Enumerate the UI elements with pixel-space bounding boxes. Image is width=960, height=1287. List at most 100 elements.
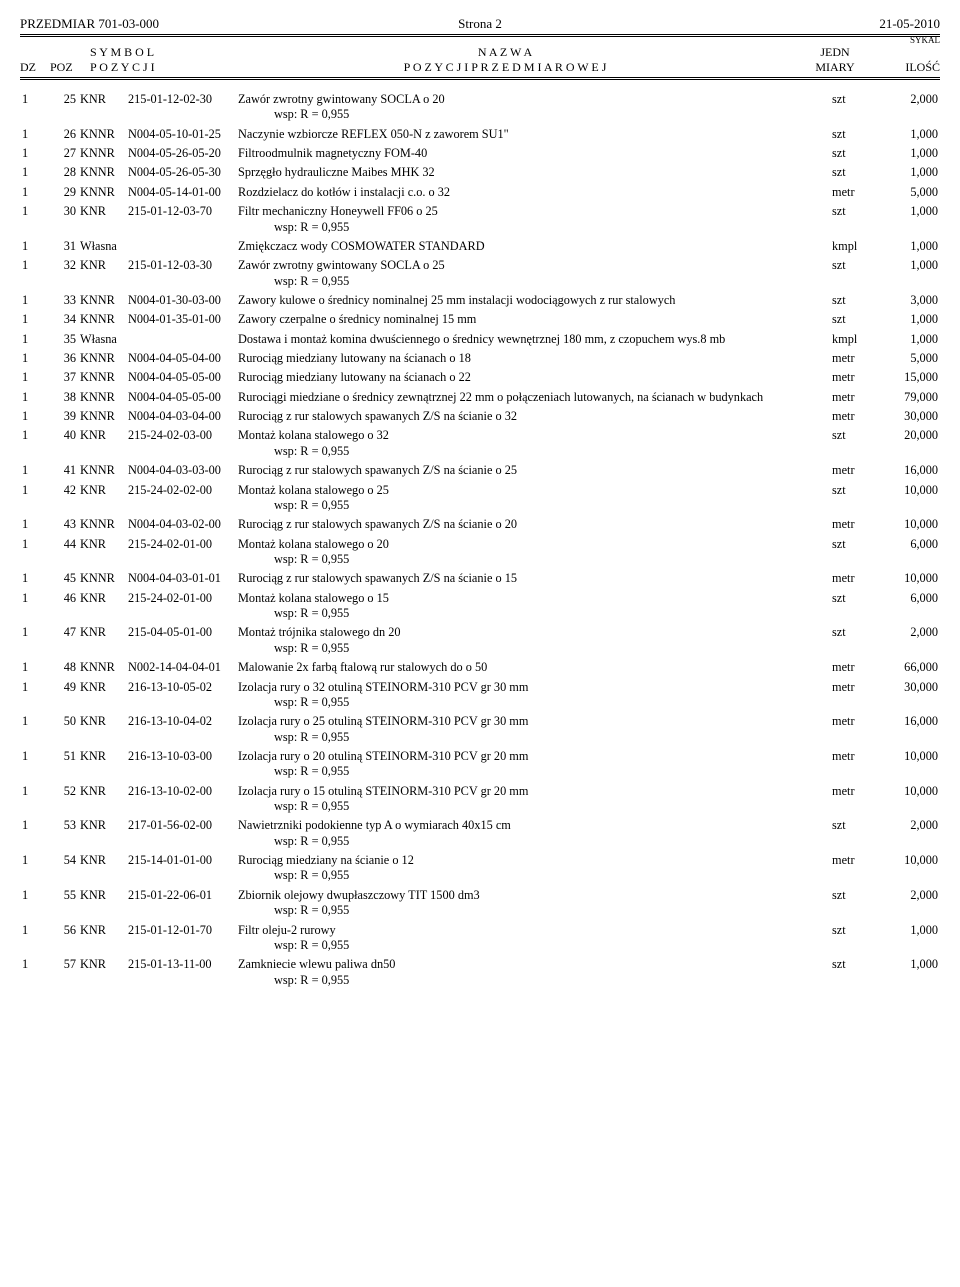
desc-text: Naczynie wzbiorcze REFLEX 050-N z zawore… (238, 127, 509, 141)
cell-symbol: 216-13-10-04-02 (126, 710, 236, 745)
wsp-line: wsp: R = 0,955 (238, 498, 828, 513)
desc-text: Izolacja rury o 32 otuliną STEINORM-310 … (238, 680, 528, 694)
cell-description: Zamkniecie wlewu paliwa dn50wsp: R = 0,9… (236, 953, 830, 988)
cell-dz: 1 (20, 459, 42, 478)
cell-source: KNNR (78, 513, 126, 532)
cell-unit: szt (830, 587, 876, 622)
colhdr-nazwa-1: N A Z W A (210, 45, 800, 60)
cell-source: KNR (78, 424, 126, 459)
cell-quantity: 6,000 (876, 587, 940, 622)
cell-unit: metr (830, 366, 876, 385)
cell-dz: 1 (20, 366, 42, 385)
cell-poz: 34 (42, 308, 78, 327)
cell-dz: 1 (20, 289, 42, 308)
cell-symbol: 217-01-56-02-00 (126, 814, 236, 849)
header-left: PRZEDMIAR 701-03-000 (20, 16, 327, 32)
cell-poz: 33 (42, 289, 78, 308)
cell-description: Filtr oleju-2 rurowywsp: R = 0,955 (236, 919, 830, 954)
wsp-line: wsp: R = 0,955 (238, 834, 828, 849)
cell-source: Własna (78, 235, 126, 254)
cell-source: KNR (78, 621, 126, 656)
cell-symbol: 215-01-12-01-70 (126, 919, 236, 954)
cell-poz: 52 (42, 780, 78, 815)
colhdr-sym-1: S Y M B O L (90, 45, 210, 60)
table-row: 145KNNRN004-04-03-01-01Rurociąg z rur st… (20, 567, 940, 586)
cell-description: Filtr mechaniczny Honeywell FF06 o 25wsp… (236, 200, 830, 235)
cell-source: KNR (78, 780, 126, 815)
cell-dz: 1 (20, 621, 42, 656)
cell-poz: 49 (42, 676, 78, 711)
cell-description: Nawietrzniki podokienne typ A o wymiarac… (236, 814, 830, 849)
cell-source: KNNR (78, 347, 126, 366)
desc-text: Rurociąg miedziany na ścianie o 12 (238, 853, 414, 867)
cell-symbol: N004-05-10-01-25 (126, 123, 236, 142)
wsp-line: wsp: R = 0,955 (238, 274, 828, 289)
cell-symbol: 215-04-05-01-00 (126, 621, 236, 656)
cell-quantity: 30,000 (876, 676, 940, 711)
cell-poz: 45 (42, 567, 78, 586)
cell-poz: 28 (42, 161, 78, 180)
cell-poz: 27 (42, 142, 78, 161)
table-row: 152KNR216-13-10-02-00Izolacja rury o 15 … (20, 780, 940, 815)
cell-poz: 57 (42, 953, 78, 988)
cell-unit: kmpl (830, 235, 876, 254)
desc-text: Sprzęgło hydrauliczne Maibes MHK 32 (238, 165, 435, 179)
cell-unit: metr (830, 676, 876, 711)
cell-quantity: 66,000 (876, 656, 940, 675)
cell-description: Rurociąg miedziany lutowany na ścianach … (236, 366, 830, 385)
cell-dz: 1 (20, 181, 42, 200)
cell-poz: 54 (42, 849, 78, 884)
cell-unit: metr (830, 745, 876, 780)
cell-dz: 1 (20, 328, 42, 347)
cell-quantity: 2,000 (876, 88, 940, 123)
cell-source: KNNR (78, 181, 126, 200)
cell-description: Rurociągi miedziane o średnicy zewnątrzn… (236, 386, 830, 405)
column-header-row2: DZ POZ P O Z Y C J I P O Z Y C J I P R Z… (20, 60, 940, 75)
desc-text: Rurociąg z rur stalowych spawanych Z/S n… (238, 571, 517, 585)
wsp-line: wsp: R = 0,955 (238, 107, 828, 122)
table-row: 140KNR215-24-02-03-00Montaż kolana stalo… (20, 424, 940, 459)
cell-symbol: N004-01-30-03-00 (126, 289, 236, 308)
cell-quantity: 1,000 (876, 235, 940, 254)
cell-source: KNR (78, 200, 126, 235)
cell-description: Izolacja rury o 25 otuliną STEINORM-310 … (236, 710, 830, 745)
desc-text: Montaż kolana stalowego o 32 (238, 428, 389, 442)
cell-symbol: N004-01-35-01-00 (126, 308, 236, 327)
desc-text: Rurociąg z rur stalowych spawanych Z/S n… (238, 517, 517, 531)
cell-description: Zawór zwrotny gwintowany SOCLA o 25wsp: … (236, 254, 830, 289)
cell-dz: 1 (20, 780, 42, 815)
cell-source: KNNR (78, 386, 126, 405)
cell-dz: 1 (20, 919, 42, 954)
cell-symbol: N004-04-03-04-00 (126, 405, 236, 424)
cell-poz: 25 (42, 88, 78, 123)
cell-poz: 37 (42, 366, 78, 385)
colhdr-ilosc-2: ILOŚĆ (870, 60, 940, 75)
cell-quantity: 79,000 (876, 386, 940, 405)
column-header-row1: S Y M B O L N A Z W A JEDN (20, 45, 940, 60)
colhdr-dz-1 (20, 45, 50, 60)
cell-description: Zawory czerpalne o średnicy nominalnej 1… (236, 308, 830, 327)
cell-poz: 38 (42, 386, 78, 405)
cell-source: KNR (78, 587, 126, 622)
cell-quantity: 1,000 (876, 200, 940, 235)
table-row: 129KNNRN004-05-14-01-00Rozdzielacz do ko… (20, 181, 940, 200)
cell-description: Zbiornik olejowy dwupłaszczowy TIT 1500 … (236, 884, 830, 919)
cell-poz: 31 (42, 235, 78, 254)
cell-dz: 1 (20, 587, 42, 622)
cell-quantity: 1,000 (876, 254, 940, 289)
colhdr-jedn-1: JEDN (800, 45, 870, 60)
cell-source: KNR (78, 884, 126, 919)
cell-description: Rurociąg z rur stalowych spawanych Z/S n… (236, 459, 830, 478)
cell-source: KNR (78, 676, 126, 711)
cell-source: KNR (78, 533, 126, 568)
cell-description: Izolacja rury o 32 otuliną STEINORM-310 … (236, 676, 830, 711)
cell-dz: 1 (20, 386, 42, 405)
cell-dz: 1 (20, 656, 42, 675)
cell-dz: 1 (20, 347, 42, 366)
page-header: PRZEDMIAR 701-03-000 Strona 2 21-05-2010 (20, 16, 940, 32)
cell-dz: 1 (20, 814, 42, 849)
table-row: 150KNR216-13-10-04-02Izolacja rury o 25 … (20, 710, 940, 745)
cell-symbol: N004-04-03-02-00 (126, 513, 236, 532)
colhdr-nazwa-2: P O Z Y C J I P R Z E D M I A R O W E J (210, 60, 800, 75)
cell-unit: metr (830, 656, 876, 675)
